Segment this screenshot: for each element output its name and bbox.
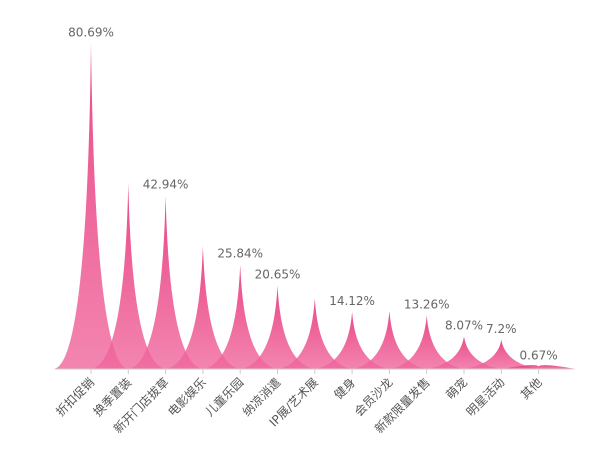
category-label-10: 萌宠 — [443, 375, 471, 403]
spike-series — [54, 43, 576, 369]
category-label-11: 明星活动 — [464, 375, 508, 419]
spike-12[interactable] — [501, 365, 576, 369]
spike-3[interactable] — [165, 245, 240, 369]
spike-8[interactable] — [352, 310, 427, 369]
spike-1[interactable] — [91, 183, 166, 369]
spike-6[interactable] — [277, 298, 352, 369]
spike-11[interactable] — [464, 339, 539, 369]
category-label-12: 其他 — [518, 375, 545, 402]
value-label-7: 14.12% — [329, 294, 375, 308]
value-label-4: 25.84% — [217, 247, 263, 261]
spike-0[interactable] — [54, 43, 128, 369]
value-label-9: 13.26% — [404, 297, 450, 311]
value-labels: 80.69% 42.94% 25.84% 20.65% 14.12% 13.26% 8.07… — [68, 25, 558, 362]
spike-2[interactable] — [128, 195, 203, 369]
spike-9[interactable] — [389, 315, 464, 369]
value-label-10: 8.07% — [445, 318, 483, 332]
value-label-11: 7.2% — [486, 322, 517, 336]
category-label-0: 折扣促销 — [53, 375, 98, 420]
category-label-7: 健身 — [331, 375, 359, 403]
value-label-2: 42.94% — [143, 178, 189, 192]
spike-7[interactable] — [315, 312, 390, 369]
spike-10[interactable] — [427, 336, 501, 369]
spike-5[interactable] — [240, 285, 315, 369]
category-label-3: 电影娱乐 — [165, 375, 209, 419]
category-label-4: 儿童乐园 — [202, 375, 247, 420]
value-label-0: 80.69% — [68, 25, 114, 39]
value-label-5: 20.65% — [255, 268, 301, 282]
x-axis-ticks — [90, 369, 540, 374]
value-label-12: 0.67% — [520, 348, 558, 362]
spike-4[interactable] — [203, 264, 278, 369]
